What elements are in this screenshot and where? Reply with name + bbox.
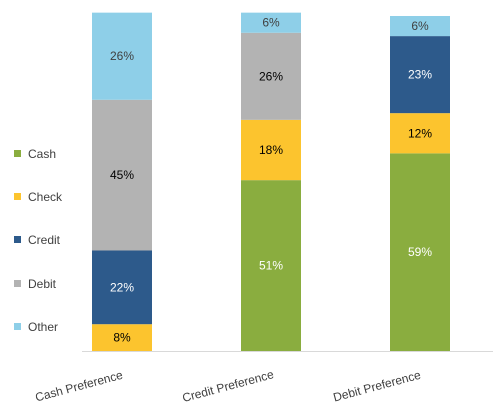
data-label-other-1: 6%	[262, 16, 280, 30]
bar-segment-check-1	[241, 119, 301, 181]
bar-segment-check-0	[92, 324, 152, 351]
legend-label-check: Check	[28, 190, 63, 204]
data-label-other-0: 26%	[110, 49, 134, 63]
data-label-credit-0: 22%	[110, 280, 134, 294]
data-label-other-2: 6%	[411, 19, 429, 33]
bar-segment-cash-1	[241, 180, 301, 351]
legend-label-other: Other	[28, 320, 58, 334]
legend-swatch-credit	[14, 236, 21, 243]
data-label-check-1: 18%	[259, 143, 283, 157]
legend-swatch-other	[14, 323, 21, 330]
bar-segment-debit-1	[241, 32, 301, 120]
data-label-check-0: 8%	[113, 331, 131, 345]
bar-segment-credit-2	[390, 36, 450, 114]
bar-segment-debit-0	[92, 99, 152, 251]
legend-label-debit: Debit	[28, 277, 57, 291]
bar-segment-other-0	[92, 12, 152, 100]
bar-segment-other-1	[241, 12, 301, 33]
legend-swatch-check	[14, 193, 21, 200]
data-label-cash-2: 59%	[408, 245, 432, 259]
x-tick-label-0: Cash Preference	[34, 368, 125, 405]
x-axis-tick-labels: Cash Preference Credit Preference Debit Pr…	[34, 367, 423, 405]
x-tick-label-2: Debit Preference	[332, 368, 423, 405]
bar-segment-other-2	[390, 16, 450, 37]
bar-segment-check-2	[390, 113, 450, 154]
data-label-debit-0: 45%	[110, 168, 134, 182]
data-label-check-2: 12%	[408, 126, 432, 140]
bar-segment-credit-0	[92, 250, 152, 325]
legend-swatch-cash	[14, 150, 21, 157]
bars: 8% 22% 45% 26% 51% 18% 26% 6% 59% 12% 23% 6%	[92, 12, 450, 351]
legend: Cash Check Credit Debit Other	[14, 147, 63, 334]
legend-label-cash: Cash	[28, 147, 56, 161]
legend-swatch-debit	[14, 280, 21, 287]
data-label-debit-1: 26%	[259, 69, 283, 83]
bar-segment-cash-2	[390, 153, 450, 351]
legend-label-credit: Credit	[28, 233, 61, 247]
x-tick-label-1: Credit Preference	[181, 367, 276, 405]
data-label-cash-1: 51%	[259, 259, 283, 273]
data-label-credit-2: 23%	[408, 68, 432, 82]
